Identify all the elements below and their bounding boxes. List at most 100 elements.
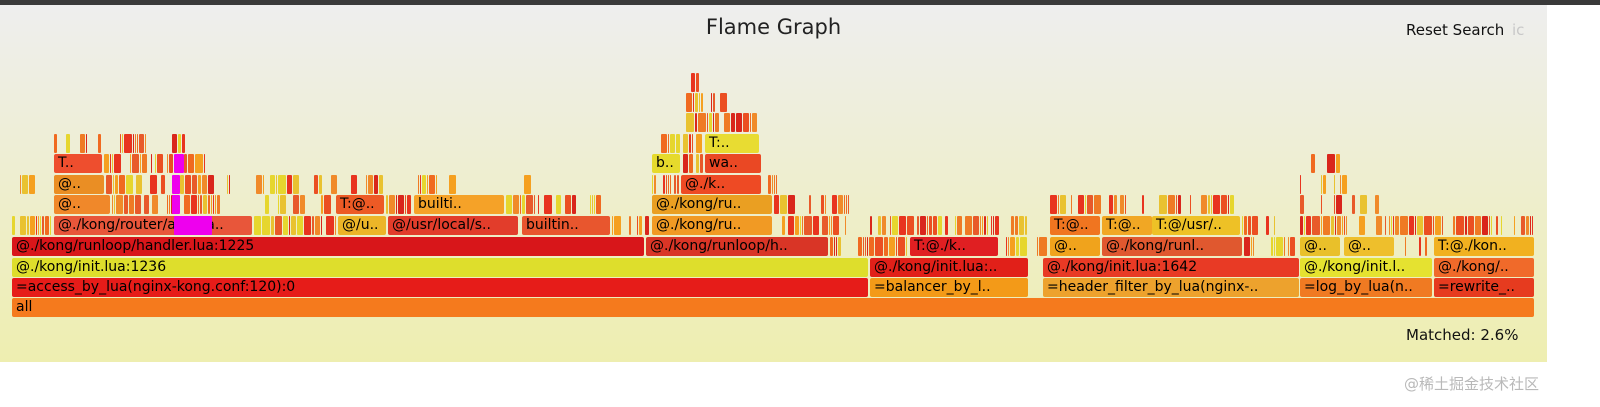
- frame-sliver[interactable]: [368, 175, 373, 194]
- frame-sliver[interactable]: [169, 154, 173, 173]
- frame-sliver[interactable]: [544, 195, 552, 214]
- frame-sliver[interactable]: [639, 216, 642, 235]
- frame-sliver[interactable]: [1300, 216, 1303, 235]
- frame-sliver[interactable]: [867, 237, 868, 256]
- frame-sliver[interactable]: [780, 195, 787, 214]
- frame-sliver[interactable]: [1489, 216, 1490, 235]
- frame-sliver[interactable]: [906, 237, 907, 256]
- frame-sliver[interactable]: [283, 216, 288, 235]
- reset-search-button[interactable]: Reset Search: [1406, 21, 1505, 39]
- frame-sliver[interactable]: [351, 175, 357, 194]
- frame-sliver[interactable]: [1252, 216, 1258, 235]
- frame-at-b[interactable]: @..: [1300, 237, 1340, 256]
- frame-sliver[interactable]: [592, 195, 593, 214]
- frame-sliver[interactable]: [875, 237, 883, 256]
- frame-sliver[interactable]: [129, 195, 134, 214]
- frame-sliver[interactable]: [938, 216, 942, 235]
- frame-sliver[interactable]: [1190, 195, 1191, 214]
- frame-sliver[interactable]: [256, 175, 262, 194]
- frame-sliver[interactable]: [1050, 195, 1057, 214]
- frame-log-by-lua[interactable]: =log_by_lua(n..: [1300, 278, 1432, 297]
- frame-sliver[interactable]: [12, 216, 15, 235]
- frame-sliver[interactable]: [1274, 216, 1275, 235]
- frame-sliver[interactable]: [1415, 216, 1416, 235]
- frame-sliver[interactable]: [1016, 237, 1019, 256]
- frame-sliver[interactable]: [110, 154, 111, 173]
- frame-sliver[interactable]: [1230, 195, 1234, 214]
- frame-sliver[interactable]: [1120, 195, 1124, 214]
- frame-sliver[interactable]: [692, 134, 693, 153]
- frame-sliver[interactable]: [1501, 216, 1502, 235]
- frame-sliver[interactable]: [120, 134, 121, 153]
- frame-sliver[interactable]: [278, 175, 286, 194]
- frame-sliver[interactable]: [1496, 216, 1498, 235]
- frame-sliver[interactable]: [1424, 216, 1432, 235]
- frame-sliver[interactable]: [297, 216, 303, 235]
- frame-sliver[interactable]: [1037, 237, 1038, 256]
- frame-sliver[interactable]: [701, 93, 703, 112]
- frame-sliver[interactable]: [993, 216, 994, 235]
- frame-handler-1225[interactable]: @./kong/runloop/handler.lua:1225: [12, 237, 644, 256]
- frame-sliver[interactable]: [596, 195, 601, 214]
- frame-sliver[interactable]: [1094, 195, 1101, 214]
- frame-kong-ru-b[interactable]: @./kong/ru..: [652, 195, 772, 214]
- frame-sliver[interactable]: [30, 216, 35, 235]
- frame-sliver[interactable]: [1178, 195, 1181, 214]
- frame-sliver[interactable]: [1453, 216, 1455, 235]
- frame-t-at-b[interactable]: T:@..: [1102, 216, 1152, 235]
- frame-sliver[interactable]: [150, 175, 157, 194]
- frame-runloop-h[interactable]: @./kong/runloop/h..: [646, 237, 828, 256]
- frame-sliver[interactable]: [984, 216, 986, 235]
- frame-sliver[interactable]: [144, 195, 149, 214]
- frame-sliver[interactable]: [1400, 216, 1408, 235]
- frame-sliver[interactable]: [822, 216, 828, 235]
- frame-sliver[interactable]: [889, 237, 895, 256]
- frame-t-kon[interactable]: T:@./kon..: [1434, 237, 1534, 256]
- frame-sliver[interactable]: [1011, 216, 1014, 235]
- frame-sliver[interactable]: [1304, 216, 1305, 235]
- frame-sliver[interactable]: [695, 93, 698, 112]
- frame-at-e[interactable]: @..: [54, 175, 104, 194]
- frame-sliver[interactable]: [191, 195, 197, 214]
- frame-sliver[interactable]: [982, 216, 983, 235]
- frame-sliver[interactable]: [1311, 154, 1315, 173]
- frame-sliver[interactable]: [167, 154, 168, 173]
- frame-sliver[interactable]: [774, 175, 775, 194]
- frame-sliver[interactable]: [142, 154, 147, 173]
- frame-sliver[interactable]: [743, 113, 749, 132]
- frame-sliver[interactable]: [845, 216, 846, 235]
- frame-sliver[interactable]: [666, 175, 667, 194]
- frame-sliver[interactable]: [1078, 195, 1084, 214]
- frame-sliver[interactable]: [686, 113, 694, 132]
- frame-sliver[interactable]: [506, 195, 512, 214]
- frame-sliver[interactable]: [1321, 175, 1322, 194]
- frame-sliver[interactable]: [1389, 216, 1390, 235]
- frame-sliver[interactable]: [637, 216, 638, 235]
- frame-sliver[interactable]: [54, 134, 57, 153]
- frame-sliver[interactable]: [304, 216, 311, 235]
- frame-sliver[interactable]: [1327, 154, 1335, 173]
- frame-at-d[interactable]: @..: [54, 195, 110, 214]
- frame-sliver[interactable]: [896, 237, 897, 256]
- frame-sliver[interactable]: [335, 216, 336, 235]
- frame-sliver[interactable]: [280, 195, 286, 214]
- frame-sliver[interactable]: [115, 175, 118, 194]
- frame-sliver[interactable]: [844, 195, 845, 214]
- frame-sliver[interactable]: [973, 216, 979, 235]
- frame-sliver[interactable]: [112, 154, 113, 173]
- frame-sliver[interactable]: [957, 216, 962, 235]
- frame-sliver[interactable]: [1039, 237, 1047, 256]
- frame-sliver[interactable]: [945, 216, 948, 235]
- frame-sliver[interactable]: [276, 175, 277, 194]
- frame-sliver[interactable]: [200, 195, 202, 214]
- frame-sliver[interactable]: [833, 216, 839, 235]
- frame-sliver[interactable]: [80, 134, 85, 153]
- frame-sliver[interactable]: [45, 216, 49, 235]
- frame-sliver[interactable]: [202, 175, 207, 194]
- frame-sliver[interactable]: [892, 216, 898, 235]
- frame-sliver[interactable]: [955, 216, 956, 235]
- frame-sliver[interactable]: [995, 216, 999, 235]
- frame-sliver[interactable]: [1288, 237, 1289, 256]
- frame-sliver[interactable]: [686, 93, 692, 112]
- frame-sliver[interactable]: [449, 175, 456, 194]
